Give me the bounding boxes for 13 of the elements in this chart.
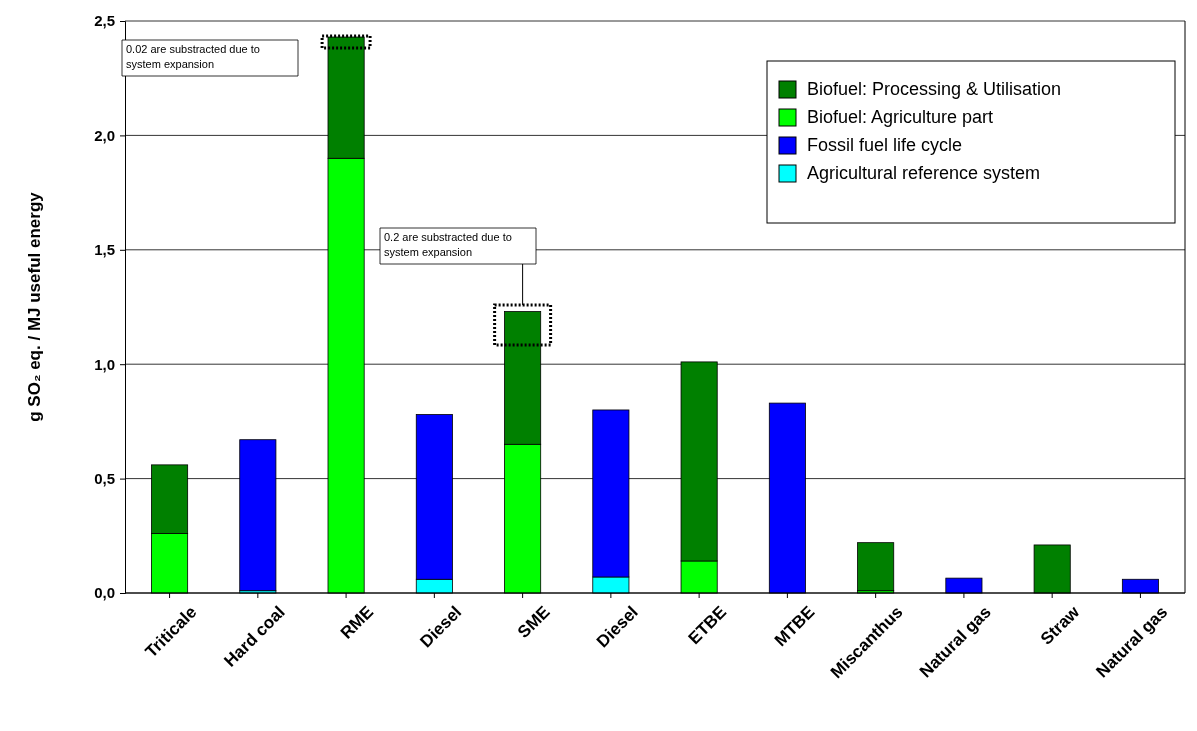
annotation: 0.2 are substracted due to system expansion	[384, 231, 512, 258]
y-tick-label: 1,5	[94, 241, 115, 259]
y-axis-title: g SO₂ eq. / MJ useful energy	[25, 191, 44, 422]
y-tick-label: 2,5	[94, 12, 115, 30]
y-tick-label: 0,0	[94, 584, 115, 602]
legend-label: Agricultural reference system	[807, 163, 1041, 183]
legend-label: Fossil fuel life cycle	[807, 135, 963, 155]
y-tick-label: 1,0	[94, 355, 115, 373]
y-tick-label: 2,0	[94, 126, 115, 144]
y-tick-label: 0,5	[94, 469, 115, 487]
legend-label: Biofuel: Agriculture part	[807, 107, 994, 127]
annotation: 0.02 are substracted due to system expansion	[126, 43, 260, 70]
legend-label: Biofuel: Processing & Utilisation	[807, 79, 1062, 99]
